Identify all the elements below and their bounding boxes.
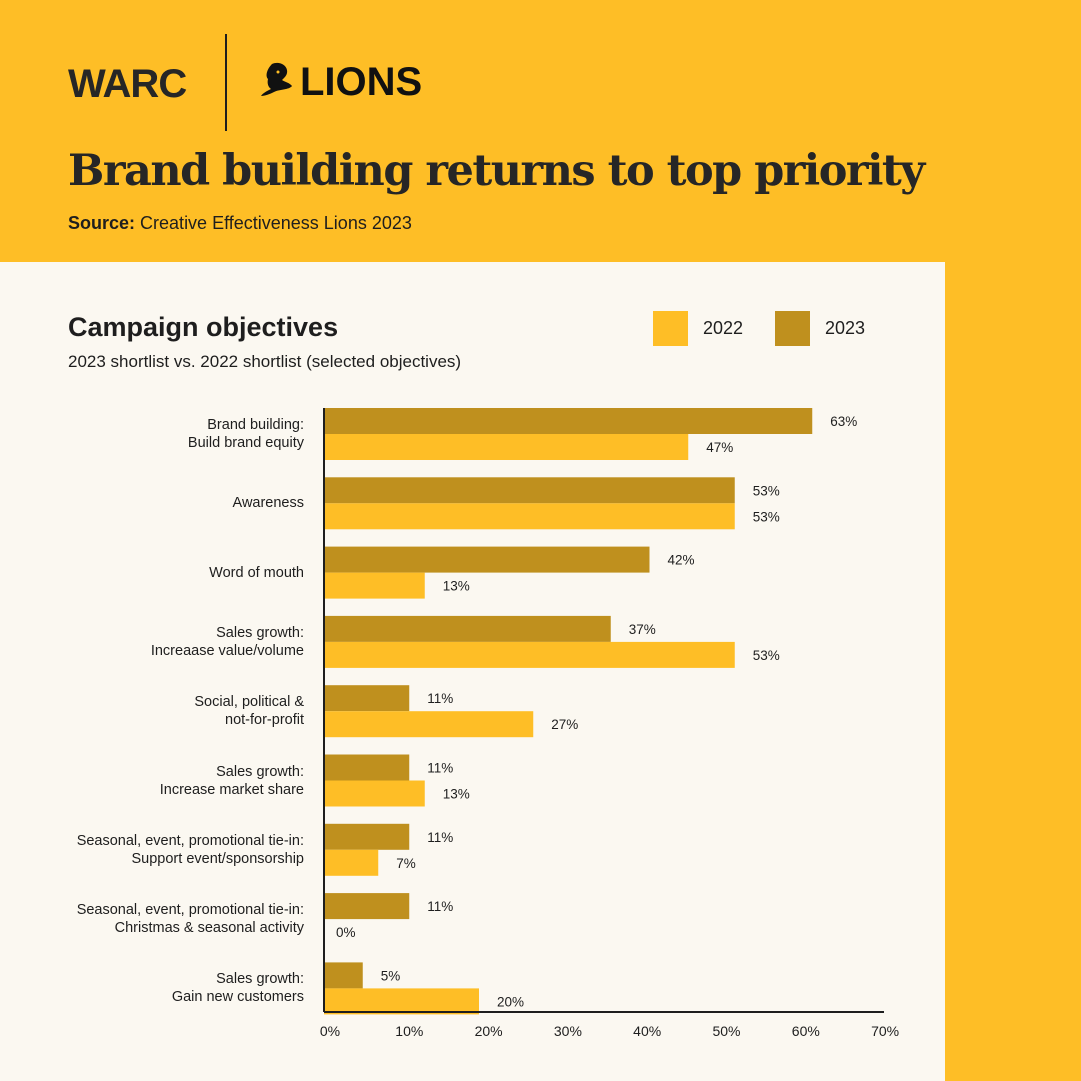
data-label: 5% [381,968,401,983]
data-label: 13% [443,787,470,802]
data-label: 20% [497,994,524,1009]
bar-2022-5 [324,780,425,807]
data-label: 11% [427,761,453,776]
category-label: Word of mouth [209,564,304,581]
data-label: 53% [753,648,780,663]
bar-2023-7 [324,893,410,920]
bar-2022-0 [324,434,689,460]
x-tick-label: 30% [554,1023,582,1039]
bar-2022-3 [324,641,735,668]
x-tick-label: 20% [475,1023,503,1039]
source-line: Source: Creative Effectiveness Lions 202… [68,213,412,233]
bar-2022-6 [324,849,379,876]
chart-panel [0,262,945,1081]
category-label: Sales growth: Increase market share [159,763,304,798]
legend-2022: 2022 [653,311,743,346]
x-tick-label: 40% [633,1023,661,1039]
data-label: 13% [443,579,470,594]
bar-2022-1 [324,503,735,530]
lions-logo: LIONS [258,60,422,105]
data-label: 42% [668,553,695,568]
lion-icon [258,60,294,105]
category-label: Sales growth: Increaase value/volume [150,624,304,659]
bar-2023-0 [324,408,813,434]
data-label: 53% [753,509,780,524]
page-title: Brand building returns to top priority [68,146,925,196]
category-label: Sales growth: Gain new customers [171,971,304,1006]
x-tick-label: 70% [871,1023,899,1039]
data-label: 53% [753,483,780,498]
warc-logo: WARC [68,62,187,106]
category-label: Brand building: Build brand equity [187,417,304,451]
bar-2022-4 [324,711,534,738]
data-label: 27% [551,717,578,732]
chart-title: Campaign objectives [68,312,339,342]
x-tick-label: 60% [792,1023,820,1039]
bar-2023-5 [324,754,410,781]
bar-2023-1 [324,477,735,504]
legend-2023: 2023 [775,311,865,346]
category-label: Social, political & not-for-profit [194,694,304,729]
bar-2022-8 [324,988,479,1015]
data-label: 11% [427,899,453,914]
data-label: 7% [396,856,416,871]
bar-2023-6 [324,823,410,850]
chart-subtitle: 2023 shortlist vs. 2022 shortlist (selec… [68,352,462,371]
bar-2023-2 [324,546,650,573]
data-label: 11% [427,691,453,706]
data-label: 37% [629,622,656,637]
x-tick-label: 0% [320,1023,340,1039]
data-label: 63% [830,414,857,429]
bar-2022-2 [324,572,425,599]
category-label: Awareness [232,495,304,512]
data-label: 47% [706,440,733,455]
category-label: Seasonal, event, promotional tie-in: Supp… [76,832,304,867]
bar-2023-8 [324,962,363,989]
category-label: Seasonal, event, promotional tie-in: Chri… [76,902,304,937]
x-tick-label: 10% [395,1023,423,1039]
bar-2023-3 [324,615,611,642]
data-label: 0% [336,925,356,940]
data-label: 11% [427,830,453,845]
bar-2023-4 [324,685,410,712]
logo-divider [225,34,227,131]
x-tick-label: 50% [712,1023,740,1039]
